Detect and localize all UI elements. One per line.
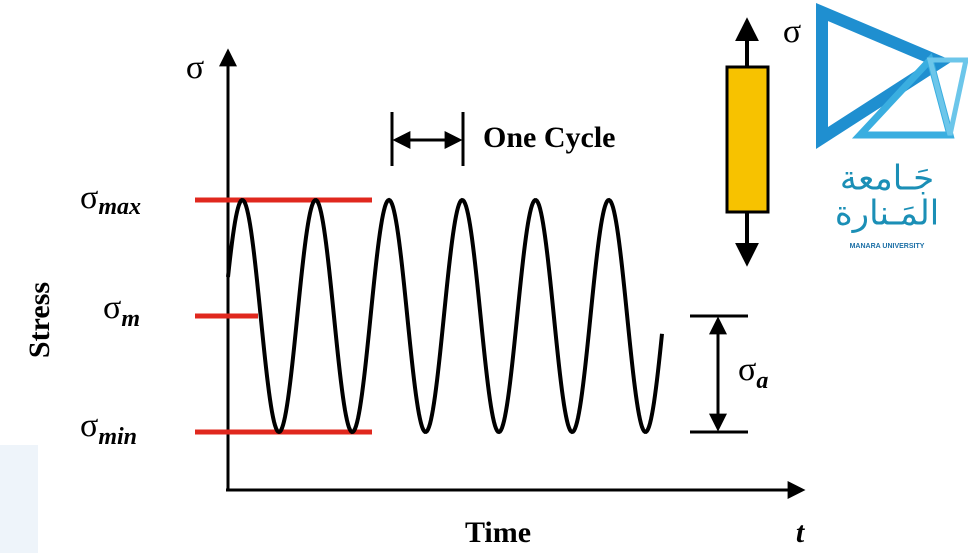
subscript: max	[98, 194, 141, 220]
subscript: a	[756, 368, 768, 394]
y-axis-label: Stress	[23, 282, 56, 358]
cycle-label: One Cycle	[483, 121, 615, 154]
x-axis-symbol: t	[796, 516, 806, 549]
logo: جَـامعة المَـنارة MANARA UNIVERSITY	[822, 12, 966, 250]
logo-shape	[930, 60, 966, 135]
symbol: σ	[80, 407, 98, 444]
amplitude-label: σa	[738, 351, 768, 394]
logo-shape	[822, 12, 940, 138]
symbol: σ	[738, 351, 756, 388]
min-label: σmin	[80, 407, 137, 450]
specimen	[727, 67, 768, 212]
logo-line3: MANARA UNIVERSITY	[850, 243, 925, 250]
subscript: min	[98, 424, 137, 450]
background-decoration	[0, 445, 38, 553]
logo-shape	[860, 60, 950, 135]
logo-line1: جَـامعة	[840, 159, 934, 199]
diagram: σ Stress Time t σmax σm σmin One Cycle σ…	[0, 0, 968, 553]
symbol: σ	[80, 179, 98, 216]
specimen-label: σ	[783, 13, 801, 50]
stress-wave	[228, 200, 662, 432]
max-label: σmax	[80, 179, 141, 220]
symbol: σ	[103, 289, 121, 326]
mean-label: σm	[103, 289, 140, 332]
y-axis-symbol: σ	[186, 49, 204, 86]
logo-line2: المَـنارة	[835, 194, 939, 234]
x-axis-label: Time	[465, 516, 531, 549]
subscript: m	[121, 306, 140, 332]
